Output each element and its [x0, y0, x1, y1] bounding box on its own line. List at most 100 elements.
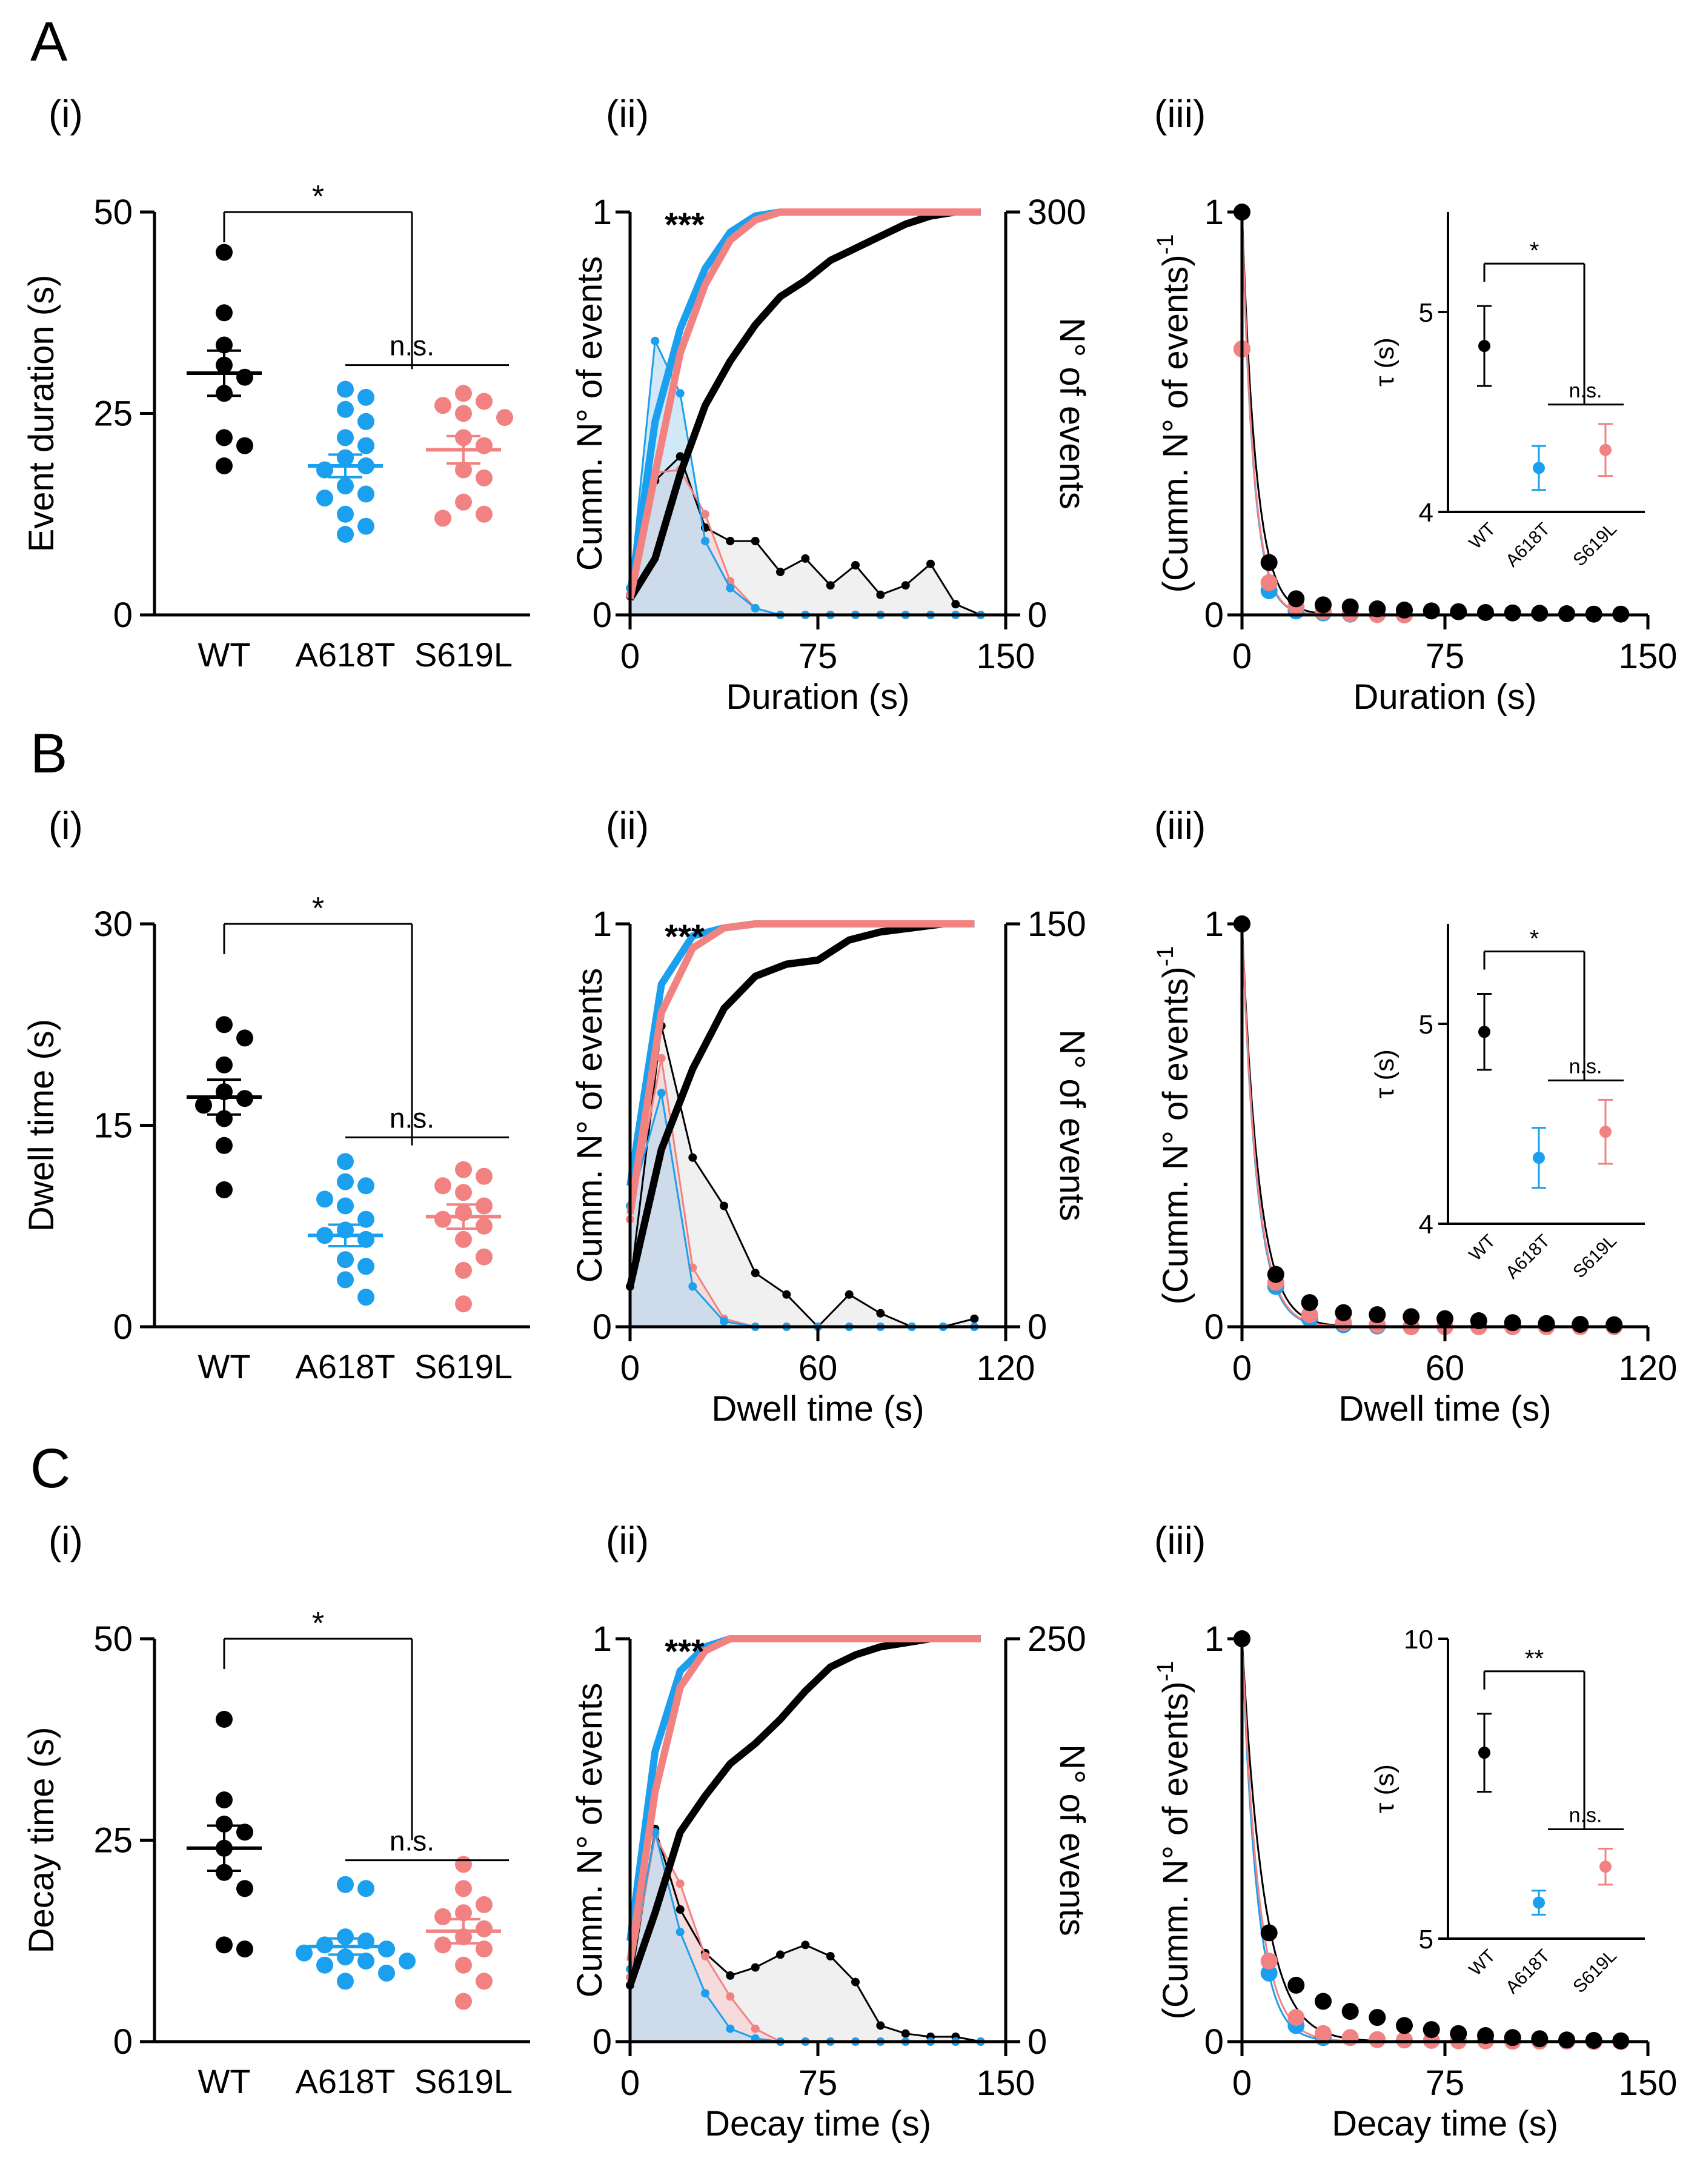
data-point-a618t — [337, 477, 354, 495]
dot-plot-ai: 0 25 50 WT A618T S619L Event duration (s) * n.s. — [22, 179, 530, 674]
y-axis-label-superscript: -1 — [1153, 1661, 1178, 1682]
decay-point-wt — [1504, 1314, 1521, 1332]
y-axis-label-superscript: -1 — [1153, 234, 1178, 255]
data-point-s619l — [455, 461, 472, 479]
significance-label: *** — [665, 205, 705, 244]
data-point-s619l — [434, 397, 451, 414]
y-tick-label: 0 — [113, 2022, 133, 2062]
data-point-s619l — [434, 1936, 451, 1954]
sub-label-iii: (iii) — [1154, 92, 1206, 136]
x-tick-label: 0 — [1232, 637, 1252, 676]
y-axis-label-left: Cumm. N° of events — [570, 1683, 609, 1998]
data-point-a618t — [357, 485, 374, 503]
decay-plot-aiii: 0 75 150 0 1 Duration (s) (Cumm. N° of events)… — [1153, 193, 1677, 717]
histogram-point-wt — [782, 1290, 791, 1299]
y-tick-label-right: 0 — [1028, 1307, 1047, 1347]
decay-point-s619l — [1396, 2031, 1413, 2049]
inset-ns-label: n.s. — [1569, 1055, 1602, 1078]
x-tick-label: A618T — [296, 636, 396, 674]
inset-x-tick-label: A618T — [1502, 1946, 1554, 1998]
x-tick-label: 150 — [977, 2063, 1035, 2103]
inset-x-tick-label: S619L — [1569, 519, 1621, 571]
x-tick-label: WT — [198, 2062, 250, 2100]
data-point-a618t — [316, 1190, 333, 1208]
x-tick-label: S619L — [414, 1347, 513, 1386]
x-tick-label: WT — [198, 1347, 250, 1386]
histogram-point-s619l — [701, 1952, 709, 1960]
y-tick-label: 0 — [1204, 2022, 1224, 2062]
inset-x-tick-label: S619L — [1569, 1231, 1621, 1283]
data-point-s619l — [434, 1177, 451, 1195]
data-point-wt — [236, 1029, 253, 1047]
data-point-s619l — [476, 437, 493, 454]
data-point-s619l — [476, 1167, 493, 1185]
y-tick-label: 30 — [93, 904, 133, 944]
x-axis-label: Dwell time (s) — [1338, 1389, 1551, 1429]
decay-point-wt — [1341, 598, 1359, 616]
x-tick-label: 0 — [620, 637, 640, 676]
sub-label-ii: (ii) — [606, 1519, 649, 1562]
decay-point-wt — [1450, 603, 1467, 620]
y-tick-label: 50 — [93, 193, 133, 232]
data-point-wt — [195, 1097, 212, 1114]
inset-x-tick-label: A618T — [1502, 1231, 1554, 1283]
decay-point-s619l — [1369, 2031, 1386, 2048]
y-axis-label-text: (Cumm. N° of events) — [1156, 254, 1195, 592]
data-point-wt — [216, 1137, 233, 1154]
decay-point-s619l — [1287, 2009, 1305, 2026]
data-point-s619l — [434, 509, 451, 527]
decay-point-wt — [1301, 1294, 1318, 1312]
inset-ns-label: n.s. — [1569, 379, 1602, 402]
data-point-wt — [216, 1815, 233, 1833]
decay-point-wt — [1572, 1316, 1589, 1333]
decay-point-s619l — [1301, 1306, 1318, 1324]
sub-label-iii: (iii) — [1154, 1519, 1206, 1562]
histogram-area-wt — [630, 1026, 975, 1327]
histogram-point-a618t — [701, 537, 709, 546]
histogram-point-a618t — [676, 1928, 685, 1937]
inset-point-s619l — [1599, 443, 1612, 456]
panel-letter-b: B — [30, 723, 67, 785]
data-point-a618t — [357, 413, 374, 430]
inset-tau-plot: 4 5 τ (s) WT A618T S619L * n.s. — [1370, 212, 1645, 571]
data-point-s619l — [476, 1973, 493, 1990]
decay-point-wt — [1287, 590, 1305, 608]
data-point-a618t — [357, 1953, 374, 1970]
histogram-point-wt — [801, 1940, 810, 1950]
data-point-wt — [236, 1880, 253, 1897]
decay-point-wt — [1436, 1310, 1453, 1327]
y-tick-label: 25 — [93, 1821, 133, 1860]
data-point-s619l — [476, 1920, 493, 1937]
y-tick-label: 1 — [1204, 904, 1224, 944]
data-point-wt — [236, 1824, 253, 1841]
sub-label-ii: (ii) — [606, 92, 649, 136]
data-point-a618t — [296, 1944, 313, 1962]
data-point-a618t — [316, 1956, 333, 1974]
data-point-a618t — [337, 1973, 354, 1990]
sub-label-i: (i) — [48, 804, 83, 848]
inset-y-tick-label: 5 — [1419, 298, 1433, 328]
data-point-a618t — [337, 429, 354, 446]
histogram-point-wt — [676, 1905, 685, 1914]
histogram-point-s619l — [657, 1054, 666, 1063]
data-point-a618t — [337, 1197, 354, 1215]
decay-point-wt — [1341, 2003, 1359, 2020]
decay-point-wt — [1423, 602, 1440, 620]
inset-y-axis-label: τ (s) — [1370, 1764, 1400, 1813]
decay-point-wt — [1315, 596, 1332, 614]
data-point-a618t — [399, 1953, 416, 1970]
data-point-s619l — [455, 1161, 472, 1178]
decay-point-wt — [1450, 2025, 1467, 2042]
inset-x-tick-label: WT — [1466, 1946, 1499, 1980]
data-point-a618t — [357, 388, 374, 406]
data-point-a618t — [316, 461, 333, 479]
y-axis-label: (Cumm. N° of events)-1 — [1153, 234, 1195, 593]
histogram-point-wt — [970, 1314, 979, 1323]
decay-point-wt — [1369, 1306, 1386, 1324]
x-axis-label: Duration (s) — [726, 677, 910, 717]
data-point-a618t — [337, 505, 354, 523]
sub-label-ii: (ii) — [606, 804, 649, 848]
data-point-wt — [216, 1711, 233, 1728]
histogram-point-wt — [726, 1971, 735, 1980]
